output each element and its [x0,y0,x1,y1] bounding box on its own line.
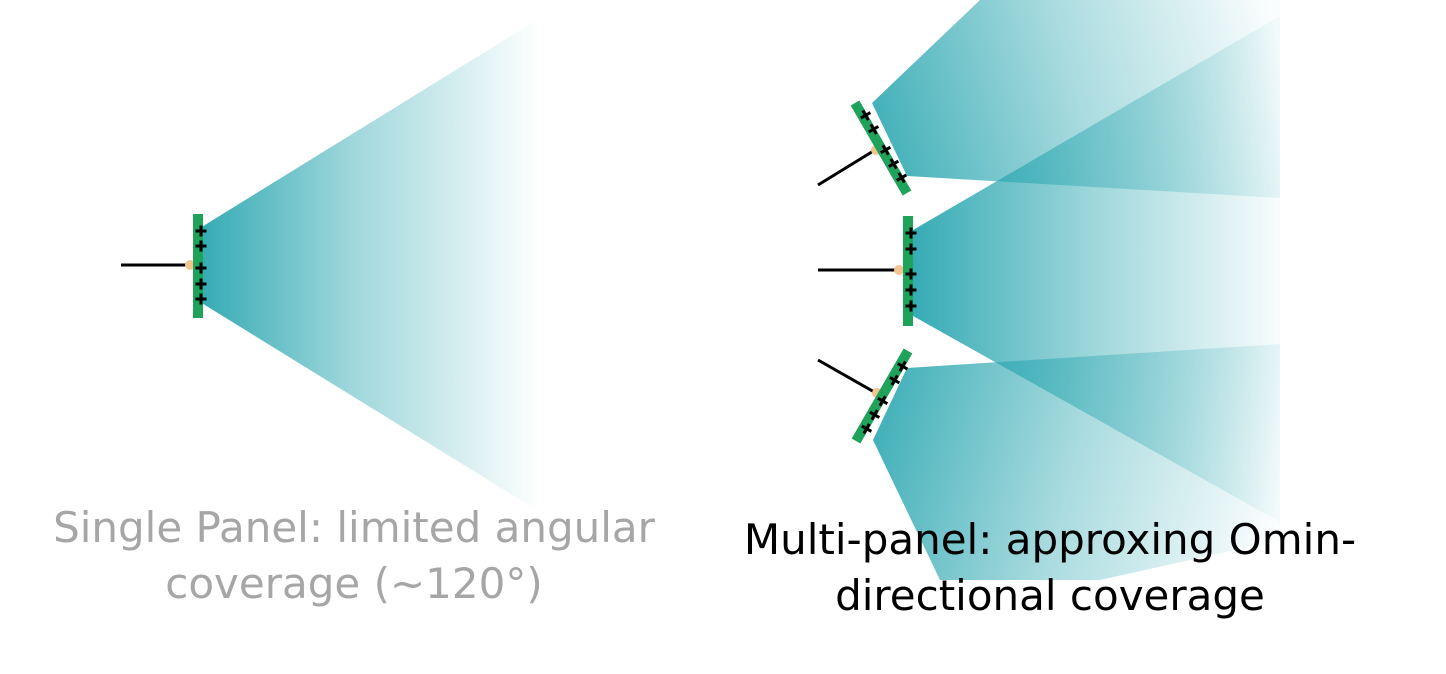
single-panel-caption: Single Panel: limited angular coverage (… [0,500,708,612]
multi-panel-caption-line2: directional coverage [835,571,1265,620]
single-panel-caption-line1: Single Panel: limited angular [53,503,655,552]
middle-panel-board [903,216,913,326]
antenna-element-icon [896,172,908,184]
antenna-element-icon [861,423,873,435]
antenna-element-icon [195,262,207,274]
antenna-element-icon [877,395,889,407]
single-panel-caption-line2: coverage (~120°) [165,559,543,608]
antenna-element-icon [195,278,207,290]
single-panel-group [121,18,540,512]
antenna-element-icon [888,158,900,170]
antenna-element-icon [195,225,207,237]
antenna-element-icon [868,123,880,135]
antenna-element-icon [195,240,207,252]
single-panel-feed-point [185,260,195,270]
antenna-element-icon [880,144,892,156]
multi-panel-caption-line1: Multi-panel: approxing Omin- [743,515,1357,564]
multi-panel-group [817,0,1280,580]
antenna-element-icon [889,374,901,386]
antenna-element-icon [195,293,207,305]
antenna-element-icon [905,243,917,255]
bottom-panel-board [851,348,913,444]
antenna-element-icon [905,300,917,312]
antenna-element-icon [897,360,909,372]
multi-panel-bottom-beam [873,344,1280,580]
single-panel-antenna-elements [195,225,207,305]
multi-panel-caption: Multi-panel: approxing Omin- directional… [700,512,1400,624]
multi-panel-top [817,100,912,196]
antenna-element-icon [869,409,881,421]
bottom-panel-cable [817,358,877,395]
antenna-element-icon [905,268,917,280]
single-panel-beam [200,18,540,512]
antenna-element-icon [905,284,917,296]
top-panel-cable [817,148,876,187]
single-panel-board [193,214,203,318]
multi-panel-middle [818,216,917,326]
multi-panel-bottom [817,348,913,444]
middle-panel-feed-point [894,265,904,275]
top-panel-board [850,100,912,196]
antenna-element-icon [905,227,917,239]
antenna-element-icon [860,109,872,121]
